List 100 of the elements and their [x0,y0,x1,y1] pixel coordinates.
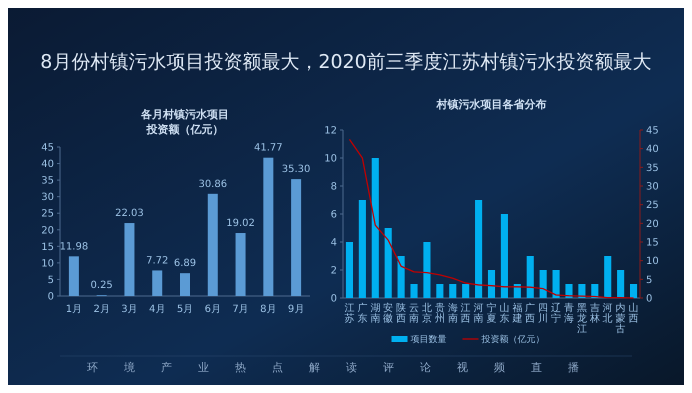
x-tick-label: 辽宁 [551,302,562,324]
x-tick-label: 山西 [628,302,639,324]
x-tick-label: 3月 [121,304,138,315]
y-tick-label: 6 [330,210,337,220]
chart-subtitle: 投资额（亿元） [146,123,224,136]
y-tick-label: 40 [41,159,54,170]
bar [180,273,190,296]
y-tick-label: 10 [41,258,54,270]
x-tick-label: 吉林 [588,302,600,324]
x-tick-label: 1月 [66,304,82,315]
text: 8月份村镇污水项目投资额最大，2020前三季度江苏村镇污水投资额最大 [40,51,652,73]
x-tick-label: 福建 [511,302,522,324]
y2-tick-label: 25 [646,200,659,212]
data-label: 22.03 [115,208,144,220]
bar [208,194,218,296]
y-tick-label: 0 [48,292,54,302]
bar [604,256,612,298]
x-tick-label: 四川 [538,303,548,324]
x-tick-label: 山东 [499,302,510,324]
y-tick-label: 2 [330,266,337,276]
y2-tick-label: 10 [646,256,659,268]
bar [552,270,560,298]
legend-label: 投资额（亿元） [480,334,544,345]
x-tick-label: 陕西 [396,302,406,324]
y-tick-label: 0 [330,294,337,304]
bar [449,284,456,298]
x-tick-label: 江苏 [344,302,354,324]
data-label: 7.72 [146,255,168,266]
bar [291,179,302,296]
text: 环境产业热点解读评论视频直播 [87,361,605,374]
x-tick-label: 青海 [564,302,574,324]
y-tick-label: 10 [324,154,337,164]
bar [236,233,246,296]
x-tick-label: 江西 [460,302,471,324]
x-tick-label: 河北 [602,302,613,324]
bar [591,284,598,298]
data-label: 0.25 [90,280,113,292]
chart-title: 村镇污水项目各省分布 [436,98,546,111]
bar [475,200,482,298]
bar [462,284,470,298]
y2-tick-label: 0 [646,294,652,304]
bar [436,284,444,298]
x-tick-label: 黑龙江 [576,303,587,335]
y-tick-label: 25 [41,208,54,220]
x-tick-label: 7月 [232,304,249,315]
y-tick-label: 15 [41,242,54,253]
y2-tick-label: 35 [646,162,659,174]
x-tick-label: 安徽 [383,302,394,324]
x-tick-label: 6月 [204,304,221,315]
x-tick-label: 海南 [448,302,458,324]
bar [263,158,274,296]
bar [124,223,134,296]
x-tick-label: 河南 [474,302,484,324]
bar [68,256,79,296]
x-tick-label: 8月 [260,304,277,315]
y-tick-label: 5 [48,274,54,286]
bar [423,242,430,298]
data-label: 35.30 [282,164,310,176]
bar [398,256,405,298]
x-tick-label: 云南 [409,303,420,324]
data-label: 41.77 [254,142,283,154]
y2-tick-label: 45 [646,126,659,136]
y-tick-label: 12 [324,126,337,136]
y2-tick-label: 30 [646,182,659,192]
x-tick-label: 宁夏 [486,302,496,324]
bar [358,200,366,298]
x-tick-label: 2月 [93,304,110,315]
bar [488,270,496,298]
y2-tick-label: 40 [646,144,659,156]
bar [384,228,392,298]
x-tick-label: 内蒙古 [616,302,626,335]
x-tick-label: 湖南 [370,302,380,324]
legend-label: 项目数量 [410,334,446,345]
x-tick-label: 广东 [357,302,368,324]
y2-tick-label: 15 [646,238,659,248]
y-tick-label: 30 [41,192,54,204]
bar [346,242,354,298]
y-tick-label: 4 [330,238,337,248]
x-tick-label: 5月 [176,304,194,315]
data-label: 30.86 [198,178,228,190]
y2-tick-label: 5 [646,274,652,286]
bar [372,158,379,298]
x-tick-label: 北京 [422,302,432,324]
bar [630,284,638,298]
y-tick-label: 8 [330,182,337,192]
data-label: 11.98 [60,241,88,252]
x-tick-label: 广西 [525,302,536,324]
bar [540,270,547,298]
bar [500,214,508,298]
data-label: 6.89 [174,258,196,270]
y2-tick-label: 20 [646,218,659,230]
y-tick-label: 20 [41,225,54,236]
bar [152,270,162,296]
data-label: 19.02 [226,218,255,230]
y-tick-label: 35 [41,176,54,187]
x-tick-label: 4月 [149,304,166,315]
x-tick-label: 9月 [288,304,304,315]
y-tick-label: 45 [41,142,54,154]
bar [526,256,534,298]
bar [410,284,418,298]
